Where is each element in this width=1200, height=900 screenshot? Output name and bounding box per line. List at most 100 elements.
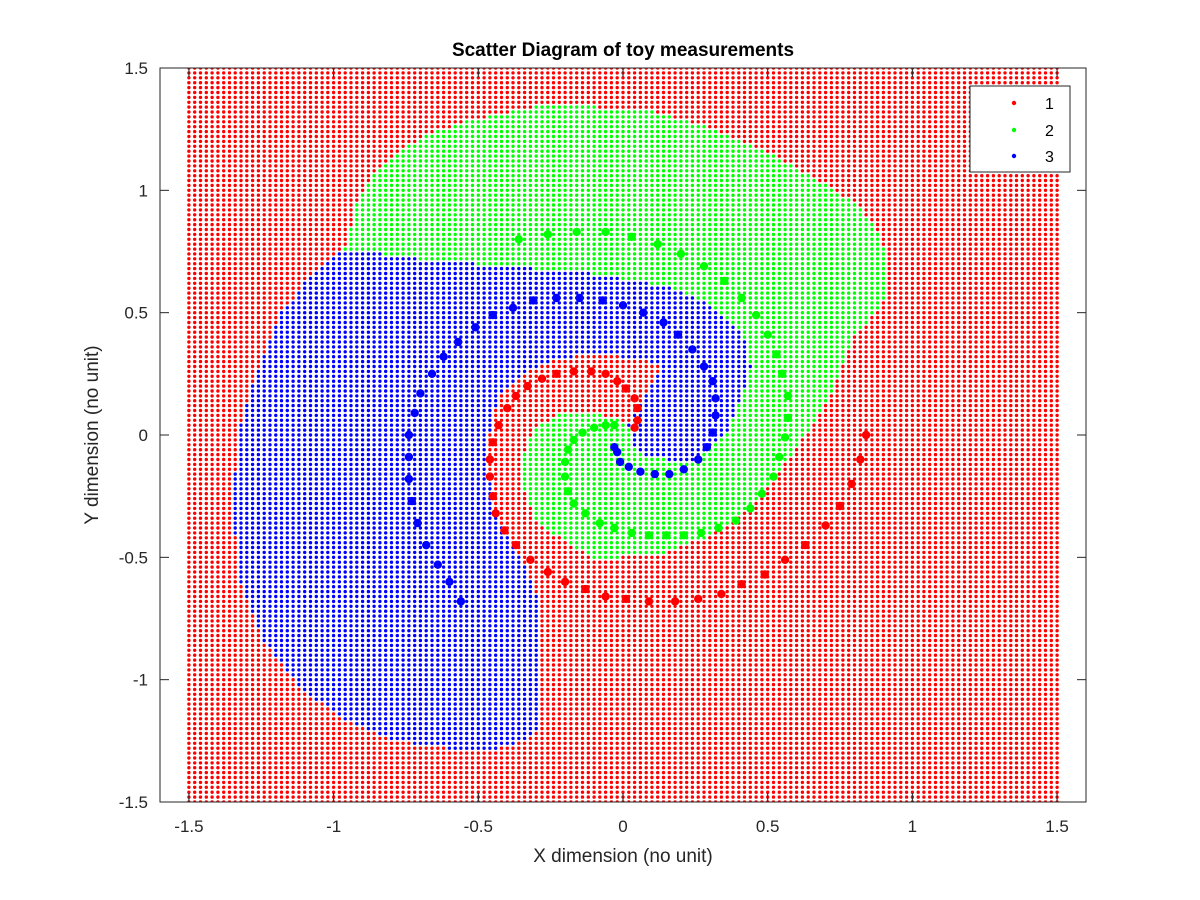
series-1-point-32 [569,367,578,376]
series-1-point-7 [760,570,769,579]
x-tick-label: 0.5 [756,817,780,836]
series-2-point-34 [560,457,570,467]
series-1-point-4 [821,521,830,530]
series-3-point-33 [679,465,688,474]
series-2-point-10 [751,310,761,320]
series-1-point-8 [737,580,746,589]
series-3-point-29 [711,411,720,420]
series-1-point-13 [621,594,631,604]
series-3-point-28 [711,394,720,403]
series-3-point-25 [688,345,697,354]
class-1-region [187,68,1059,802]
series-1-point-39 [633,416,642,425]
series-3-point-4 [413,518,422,528]
series-1-point-29 [523,381,532,391]
series-3-point-37 [624,462,633,471]
series-2-point-17 [775,452,784,462]
series-1-point-31 [552,369,561,378]
series-2-point-4 [627,232,636,241]
series-3-point-31 [702,443,712,452]
series-3-point-30 [708,428,717,437]
series-3-point-5 [407,496,416,506]
series-1-point-20 [500,526,509,535]
x-tick-label: -1 [326,817,341,836]
series-1-point-38 [633,403,642,413]
series-3-point-35 [650,469,659,479]
series-2-point-16 [780,433,790,442]
series-3-point-40 [610,443,619,452]
series-2-point-18 [769,472,778,481]
x-tick-label: -0.5 [464,817,493,836]
series-3-point-24 [673,330,683,339]
x-axis-label: X dimension (no unit) [533,846,713,867]
series-1-point-30 [537,374,547,383]
series-1-point-23 [485,472,495,481]
y-tick-label: -0.5 [119,548,148,567]
series-2-point-33 [560,472,570,481]
series-3-point-9 [410,408,419,418]
series-3-point-17 [529,296,538,305]
legend-marker-2 [1011,127,1017,133]
y-tick-label: 0.5 [124,304,148,323]
series-2-point-13 [778,369,787,378]
series-2-point-36 [569,435,578,445]
series-1-point-21 [491,509,500,518]
y-tick-label: -1 [133,671,148,690]
x-tick-label: 0 [618,817,627,836]
legend-marker-1 [1011,100,1017,106]
series-2-point-8 [720,276,729,286]
legend-entry-1: 1 [1045,96,1054,113]
y-tick-label: 1 [139,181,148,200]
series-3-point-13 [453,337,463,347]
series-2-point-11 [763,330,772,339]
legend-entry-3: 3 [1045,149,1054,166]
series-2-point-28 [610,523,619,533]
series-2-point-24 [679,531,688,540]
series-1-point-3 [835,501,845,511]
series-1-point-5 [801,540,810,550]
series-2-point-21 [731,516,741,525]
series-1-point-34 [601,369,610,378]
y-axis-label: Y dimension (no unit) [82,345,103,524]
x-tick-label: -1.5 [174,817,203,836]
legend-box [969,85,1071,173]
series-2-point-40 [610,421,619,430]
series-3-point-20 [598,296,607,305]
series-1-point-19 [511,540,521,550]
series-1-point-18 [526,555,535,564]
series-1-point-36 [621,384,631,393]
series-2-point-23 [696,528,706,538]
chart-title: Scatter Diagram of toy measurements [452,40,794,61]
series-1-point-12 [644,597,654,606]
series-3-point-19 [575,293,584,303]
series-1-point-9 [717,589,726,599]
series-3-point-3 [422,540,431,550]
series-2-point-0 [514,235,523,244]
x-tick-label: 1.5 [1045,817,1069,836]
legend: 1 2 3 [969,85,1071,173]
series-2-point-31 [569,499,578,508]
series-1-point-10 [694,594,703,604]
series-2-point-15 [783,413,793,423]
series-2-point-27 [627,528,636,538]
series-1-point-1 [856,455,865,464]
series-2-point-12 [772,350,781,359]
series-3-point-36 [636,467,645,476]
series-3-point-38 [615,457,625,467]
classification-grid [187,68,1059,802]
series-3-point-23 [659,318,668,327]
series-1-point-35 [613,377,622,386]
series-3-point-22 [639,308,648,317]
series-1-point-26 [494,421,503,430]
series-3-point-0 [456,597,466,606]
series-3-point-26 [699,362,709,371]
series-2-point-6 [676,249,686,259]
series-3-point-27 [708,377,717,386]
series-3-point-7 [404,452,414,462]
legend-entry-2: 2 [1045,123,1054,140]
series-2-point-7 [699,262,709,271]
series-3-point-8 [404,430,414,440]
series-3-point-34 [665,469,674,479]
series-2-point-22 [714,523,723,533]
series-1-point-6 [780,555,790,564]
